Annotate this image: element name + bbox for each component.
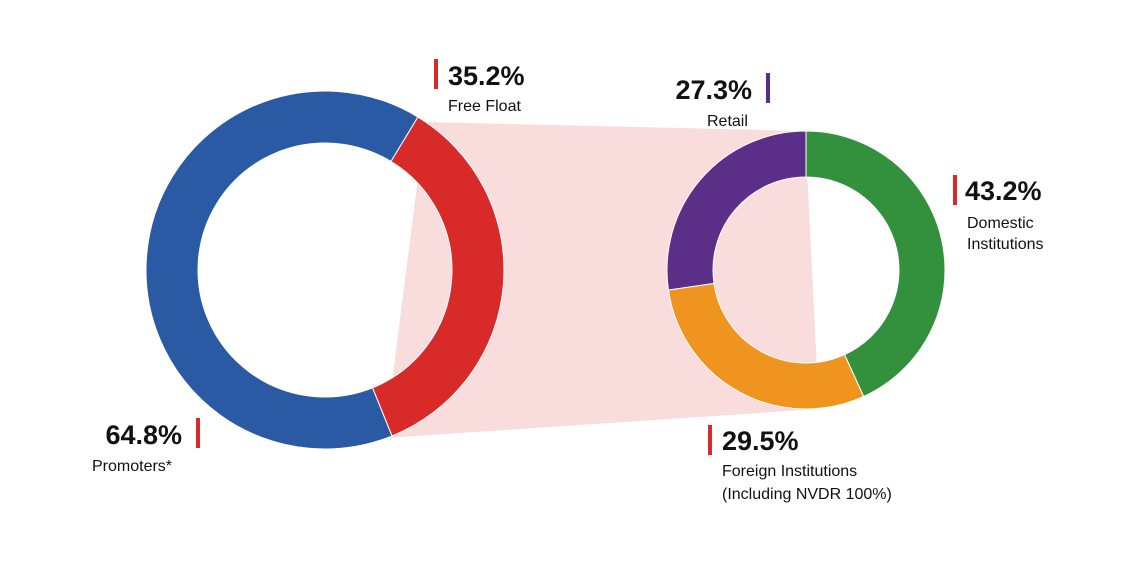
foreign-marker [708,425,712,455]
free-float-label: Free Float [448,98,521,115]
promoters-value: 64.8% [105,420,182,450]
domestic-label-line1: Domestic [967,215,1034,232]
ownership-donut [145,90,505,450]
label-domestic-institutions: 43.2% Domestic Institutions [953,175,1043,253]
slice-free-float [371,116,505,437]
retail-marker [766,73,770,103]
label-free-float: 35.2% Free Float [434,59,525,115]
domestic-value: 43.2% [965,176,1042,206]
label-foreign-institutions: 29.5% Foreign Institutions (Including NV… [708,425,892,503]
foreign-value: 29.5% [722,426,799,456]
foreign-label-line1: Foreign Institutions [722,463,857,480]
domestic-label-line2: Institutions [967,236,1043,253]
foreign-label-line2: (Including NVDR 100%) [722,486,892,503]
domestic-marker [953,175,957,205]
free-float-value: 35.2% [448,61,525,91]
slice-domestic-institutions [805,130,946,398]
retail-value: 27.3% [675,75,752,105]
free-float-breakdown-donut [666,130,946,410]
free-float-marker [434,59,438,89]
retail-label: Retail [707,113,748,130]
slice-promoters [145,90,419,450]
label-retail: 27.3% Retail [675,73,770,130]
slice-foreign-institutions-including-nvdr-100 [667,282,865,410]
slice-retail [666,130,807,291]
promoters-marker [196,418,200,448]
promoters-label: Promoters* [92,458,172,475]
label-promoters: 64.8% Promoters* [92,418,200,475]
